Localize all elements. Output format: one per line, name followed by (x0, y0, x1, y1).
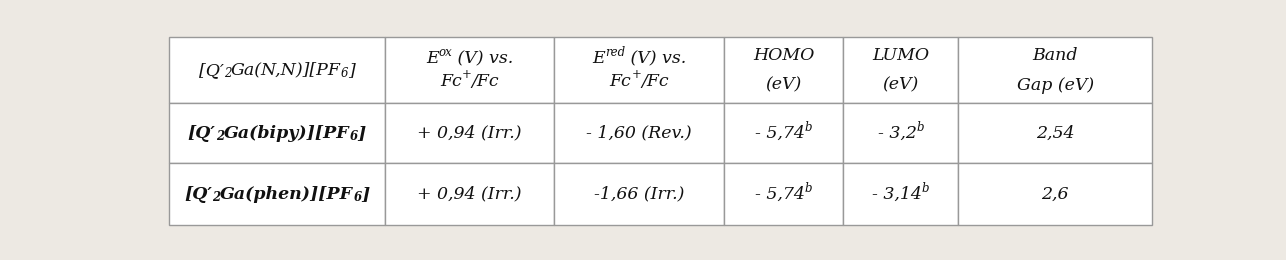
Bar (958, 37, 1152, 103)
Bar (844, 103, 958, 163)
Text: 6: 6 (354, 191, 361, 204)
Bar (168, 103, 385, 163)
Text: E: E (592, 50, 604, 67)
Text: ]: ] (349, 62, 355, 79)
Bar (168, 163, 385, 225)
Text: Gap (eV): Gap (eV) (1017, 77, 1094, 94)
Text: (V) vs.: (V) vs. (625, 50, 687, 67)
Text: + 0,94 (Irr.): + 0,94 (Irr.) (418, 125, 522, 142)
Text: - 5,74: - 5,74 (755, 125, 805, 142)
Text: (V) vs.: (V) vs. (453, 50, 513, 67)
Text: Fc: Fc (610, 73, 631, 90)
Bar (724, 103, 844, 163)
Bar (168, 37, 385, 103)
Text: + 0,94 (Irr.): + 0,94 (Irr.) (418, 186, 522, 203)
Text: 2: 2 (224, 67, 231, 80)
Text: - 3,2: - 3,2 (877, 125, 917, 142)
Text: b: b (917, 121, 923, 134)
Text: 2: 2 (216, 130, 224, 143)
Text: E: E (426, 50, 439, 67)
Text: Fc: Fc (440, 73, 462, 90)
Bar (554, 37, 724, 103)
Text: b: b (805, 182, 813, 195)
Text: [Q′: [Q′ (188, 125, 216, 142)
Text: Ga(phen)][PF: Ga(phen)][PF (220, 186, 354, 203)
Text: ]: ] (361, 186, 369, 203)
Bar (554, 103, 724, 163)
Text: - 5,74: - 5,74 (755, 186, 805, 203)
Text: /Fc: /Fc (642, 73, 669, 90)
Text: (eV): (eV) (765, 77, 801, 94)
Text: b: b (922, 182, 930, 195)
Bar (844, 37, 958, 103)
Bar (844, 163, 958, 225)
Text: Ga(bipy)][PF: Ga(bipy)][PF (224, 125, 350, 142)
Bar (724, 163, 844, 225)
Text: - 3,14: - 3,14 (872, 186, 922, 203)
Text: 2,54: 2,54 (1037, 125, 1075, 142)
Bar (385, 163, 554, 225)
Bar (385, 37, 554, 103)
Text: 6: 6 (350, 130, 358, 143)
Text: -1,66 (Irr.): -1,66 (Irr.) (594, 186, 684, 203)
Text: +: + (631, 68, 642, 81)
Text: red: red (604, 46, 625, 59)
Text: Ga(N,N)][PF: Ga(N,N)][PF (231, 62, 341, 79)
Text: [Q′: [Q′ (184, 186, 212, 203)
Bar (554, 163, 724, 225)
Text: Band: Band (1033, 47, 1078, 64)
Text: b: b (805, 121, 813, 134)
Bar (385, 103, 554, 163)
Text: HOMO: HOMO (754, 47, 814, 64)
Bar (958, 103, 1152, 163)
Text: [Q′: [Q′ (198, 62, 224, 79)
Text: ]: ] (358, 125, 367, 142)
Text: ox: ox (439, 46, 453, 59)
Text: /Fc: /Fc (472, 73, 499, 90)
Text: 2: 2 (212, 191, 220, 204)
Text: 6: 6 (341, 67, 349, 80)
Text: +: + (462, 68, 472, 81)
Bar (724, 37, 844, 103)
Text: LUMO: LUMO (872, 47, 930, 64)
Bar (958, 163, 1152, 225)
Text: (eV): (eV) (882, 77, 919, 94)
Text: - 1,60 (Rev.): - 1,60 (Rev.) (586, 125, 692, 142)
Text: 2,6: 2,6 (1042, 186, 1069, 203)
